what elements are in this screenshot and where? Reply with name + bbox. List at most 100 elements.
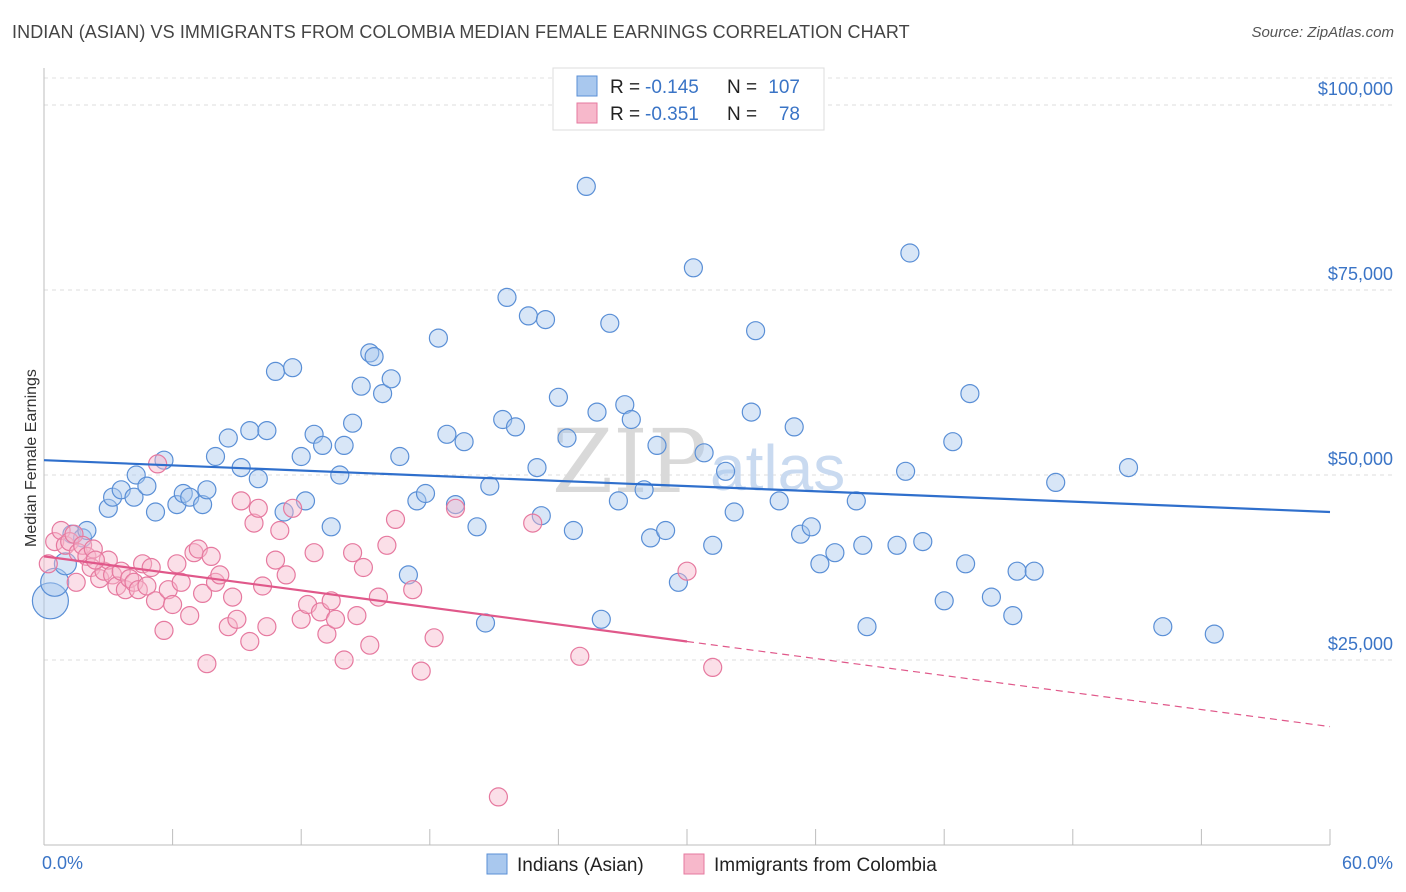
point-colombia-28 [163, 594, 183, 615]
point-indians-48 [454, 432, 474, 452]
point-indians-102 [1046, 472, 1066, 492]
point-indians-90 [887, 535, 907, 555]
grid-lines [44, 77, 1392, 661]
point-indians-25 [265, 361, 286, 381]
legend-swatch-indians [576, 75, 598, 97]
legend-stats-box [552, 67, 825, 131]
point-colombia-45 [248, 498, 268, 518]
trend-line-1-dashed [686, 640, 1331, 728]
point-indians-63 [587, 402, 607, 422]
point-colombia-48 [265, 550, 286, 570]
point-colombia-22 [137, 576, 157, 596]
point-colombia-47 [257, 617, 277, 637]
legend-bottom-label-indians: Indians (Asian) [517, 855, 644, 876]
point-indians-88 [853, 535, 873, 555]
point-indians-77 [715, 461, 736, 481]
point-indians-6 [98, 498, 118, 518]
series-immigrants-colombia [38, 454, 723, 807]
point-indians-11 [137, 476, 157, 496]
point-indians-49 [467, 517, 487, 537]
point-indians-103 [1118, 458, 1139, 478]
point-colombia-50 [276, 565, 296, 585]
point-indians-56 [527, 458, 547, 478]
point-colombia-54 [304, 543, 324, 563]
point-indians-85 [810, 554, 830, 574]
point-indians-101 [1024, 561, 1044, 581]
point-indians-38 [364, 347, 384, 367]
point-indians-100 [1007, 561, 1027, 581]
point-colombia-40 [223, 587, 243, 607]
point-indians-27 [283, 358, 303, 378]
point-colombia-75 [703, 657, 723, 678]
point-indians-76 [703, 535, 723, 555]
point-colombia-35 [197, 654, 217, 674]
y-tick-labels: $25,000 $50,000 $75,000 $100,000 [1318, 79, 1393, 654]
point-indians-62 [576, 176, 596, 196]
point-indians-1 [40, 567, 70, 597]
point-colombia-63 [360, 635, 380, 655]
point-indians-18 [197, 480, 217, 500]
point-indians-105 [1204, 624, 1224, 644]
point-colombia-1 [45, 531, 65, 552]
x-tick-label-max: 60.0% [1342, 853, 1393, 873]
legend-r-value-indians: -0.145 [645, 77, 699, 98]
point-colombia-74 [677, 561, 697, 581]
point-colombia-76 [66, 572, 86, 592]
legend-n-label-indians: N = [727, 77, 757, 98]
y-axis-label: Median Female Earnings [23, 369, 40, 547]
point-indians-86 [825, 543, 845, 563]
point-colombia-59 [334, 650, 354, 670]
point-colombia-77 [85, 550, 106, 570]
legend-bottom-swatch-indians [486, 853, 508, 875]
trend-line-0 [43, 459, 1331, 514]
point-indians-95 [943, 432, 963, 452]
point-indians-35 [343, 413, 363, 433]
point-indians-0 [31, 582, 70, 620]
point-indians-81 [769, 491, 789, 511]
y-tick-label-2: $75,000 [1328, 264, 1393, 284]
point-indians-96 [955, 554, 976, 574]
legend-n-label-colombia: N = [727, 104, 757, 125]
watermark: ZIP atlas [552, 410, 845, 513]
trend-line-1-solid [43, 555, 688, 643]
point-indians-65 [600, 313, 620, 333]
legend-r-label-colombia: R = [610, 104, 640, 125]
point-indians-53 [497, 287, 517, 307]
point-indians-99 [1003, 605, 1023, 626]
point-indians-94 [934, 591, 954, 611]
point-indians-83 [790, 524, 811, 544]
point-colombia-30 [171, 572, 191, 592]
point-indians-19 [205, 446, 226, 467]
point-indians-9 [124, 487, 144, 507]
legend-stats: R = -0.145 N = 107 R = -0.351 N = 78 [552, 67, 825, 131]
point-indians-58 [535, 310, 556, 330]
point-colombia-7 [72, 535, 93, 555]
point-indians-66 [608, 491, 629, 511]
chart-title: INDIAN (ASIAN) VS IMMIGRANTS FROM COLOMB… [12, 22, 910, 42]
point-indians-92 [900, 243, 920, 263]
axes [43, 68, 1331, 846]
point-colombia-72 [523, 513, 543, 533]
point-colombia-56 [317, 624, 337, 644]
legend-n-value-indians: 107 [768, 77, 800, 98]
point-indians-15 [173, 483, 193, 504]
point-indians-87 [846, 491, 866, 511]
legend-bottom-swatch-colombia [683, 853, 705, 875]
legend-series: Indians (Asian) Immigrants from Colombia [486, 853, 937, 876]
point-indians-64 [591, 609, 611, 629]
point-indians-75 [694, 443, 714, 463]
point-indians-31 [313, 435, 333, 455]
point-colombia-49 [270, 520, 290, 541]
point-indians-45 [428, 328, 448, 348]
y-tick-label-3: $100,000 [1318, 79, 1393, 99]
point-indians-54 [505, 417, 526, 437]
point-indians-46 [437, 424, 457, 444]
point-indians-80 [745, 321, 766, 341]
point-colombia-68 [411, 661, 431, 681]
point-colombia-23 [141, 557, 161, 578]
point-indians-34 [334, 435, 354, 455]
point-indians-61 [563, 520, 584, 541]
point-indians-82 [784, 417, 804, 437]
point-colombia-66 [385, 509, 406, 530]
point-indians-97 [960, 384, 980, 404]
